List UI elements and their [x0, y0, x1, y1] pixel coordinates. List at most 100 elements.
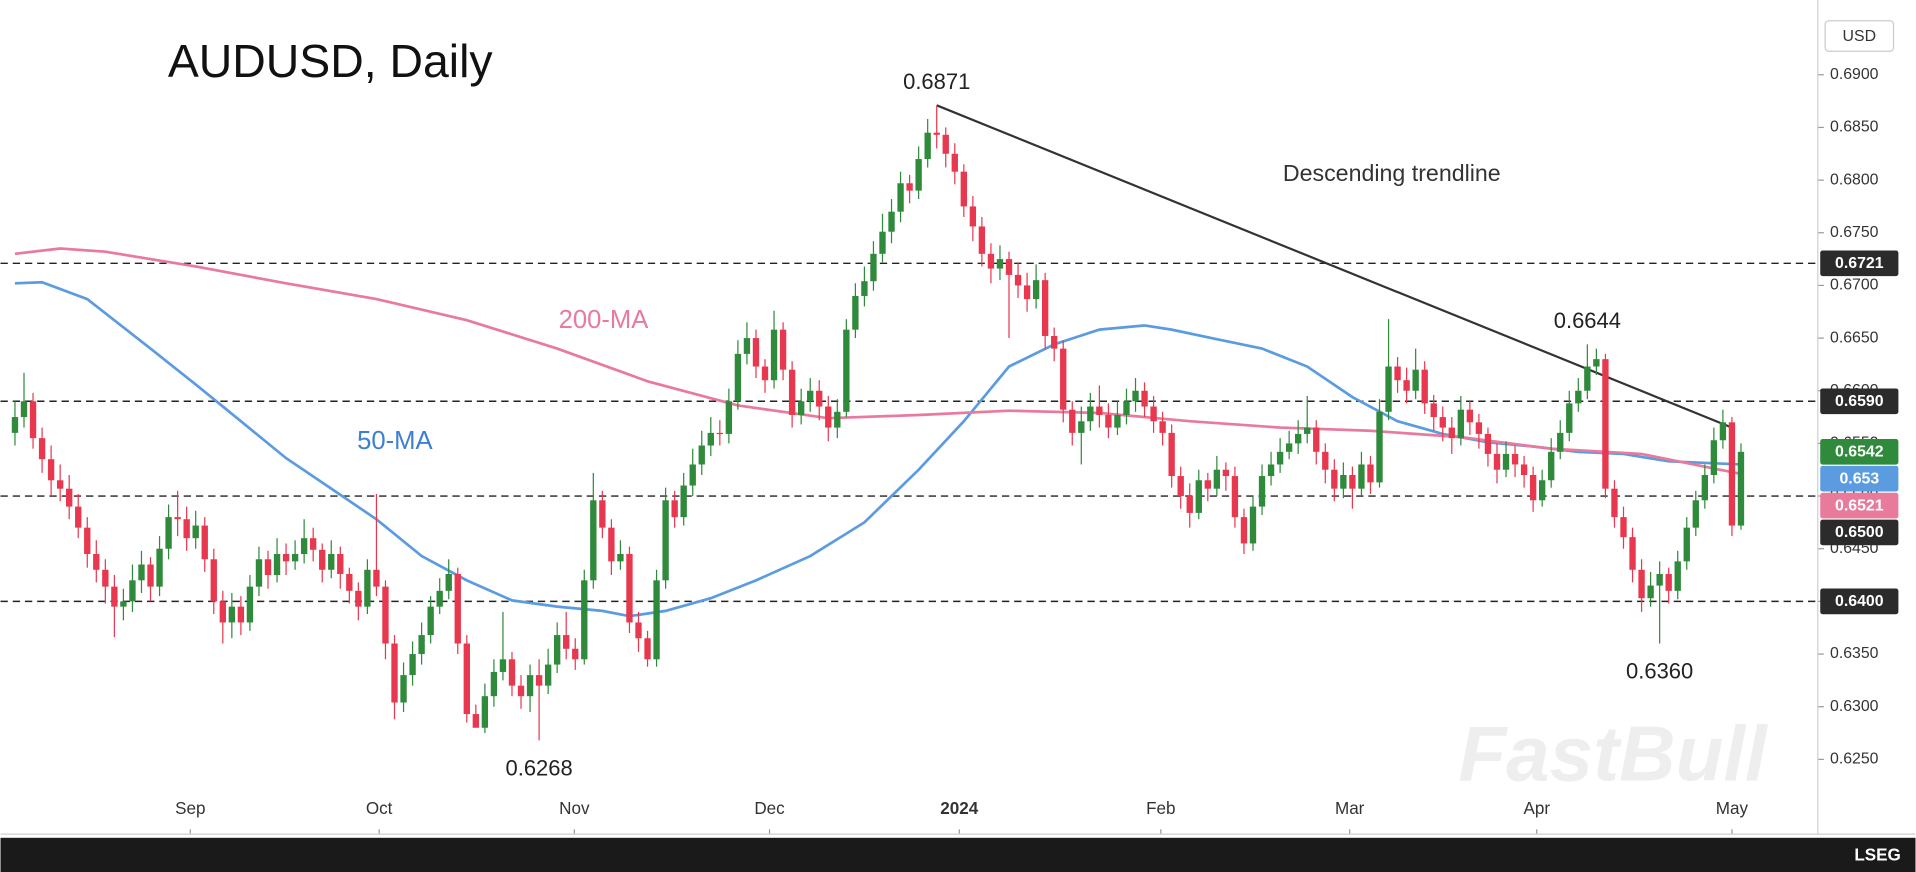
candle-body — [761, 366, 769, 381]
candle-body — [1575, 390, 1582, 404]
candle-body — [1231, 476, 1239, 518]
candle-body — [1123, 401, 1130, 415]
price-tag-label: 0.6590 — [1835, 393, 1884, 410]
x-tick-label: Sep — [175, 799, 205, 818]
trendline-label: Descending trendline — [1283, 160, 1501, 186]
candle-body — [111, 586, 118, 607]
y-tick-label: 0.6650 — [1830, 329, 1879, 346]
candle-body — [572, 648, 579, 660]
currency-box[interactable] — [1824, 20, 1895, 52]
candle-body — [1032, 280, 1040, 300]
candle-body — [138, 564, 145, 581]
candle-body — [581, 580, 588, 660]
candle-body — [1548, 451, 1555, 481]
candle-body — [56, 480, 64, 489]
candle-body — [47, 459, 55, 481]
candle-body — [1656, 573, 1663, 586]
footer-bar — [0, 837, 1916, 872]
candle-body — [156, 548, 163, 587]
candle-body — [1304, 427, 1311, 434]
y-tick-label: 0.6300 — [1830, 698, 1879, 715]
candle-body — [725, 401, 733, 434]
candle-body — [816, 390, 823, 407]
candle-body — [1484, 433, 1492, 454]
candle-body — [310, 538, 317, 550]
candle-body — [1096, 406, 1103, 415]
candle-body — [1258, 476, 1266, 507]
candle-body — [165, 517, 172, 549]
candle-body — [897, 183, 904, 212]
candle-body — [237, 606, 245, 623]
x-tick-label: Mar — [1335, 799, 1365, 818]
candle-body — [1249, 506, 1257, 544]
candle-body — [328, 553, 335, 570]
candle-body — [1168, 432, 1175, 477]
x-tick-label: Nov — [559, 799, 590, 818]
candle-body — [544, 664, 552, 686]
y-tick-label: 0.6800 — [1830, 171, 1879, 188]
candle-body — [906, 183, 913, 191]
candle-body — [861, 281, 868, 296]
candle-body — [1376, 411, 1383, 483]
candle-body — [1511, 453, 1519, 465]
candle-body — [617, 553, 624, 562]
candle-body — [409, 654, 416, 676]
candle-body — [1557, 432, 1564, 452]
candle-body — [1394, 366, 1401, 381]
candle-body — [1584, 366, 1591, 391]
candle-body — [1141, 390, 1148, 407]
x-tick-label: May — [1716, 799, 1749, 818]
currency[interactable]: USD — [1843, 28, 1876, 45]
candle-body — [66, 488, 73, 507]
candle-body — [734, 353, 742, 402]
candle-body — [698, 445, 705, 465]
candle-body — [924, 132, 931, 160]
candle-body — [1728, 422, 1736, 526]
candle-body — [427, 606, 434, 636]
candle-body — [716, 432, 724, 435]
candle-body — [300, 538, 308, 554]
candle-body — [743, 338, 751, 354]
candle-body — [1448, 427, 1455, 439]
candle-body — [1629, 537, 1636, 570]
candle-body — [373, 569, 380, 587]
candle-body — [490, 671, 498, 697]
candle-body — [120, 601, 127, 607]
candle-body — [1502, 453, 1510, 470]
candle-body — [1520, 464, 1528, 475]
candle-body — [1421, 369, 1428, 404]
candle-body — [1683, 527, 1690, 562]
candle-body — [1358, 464, 1365, 489]
candle-body — [671, 500, 678, 518]
candle-body — [662, 500, 669, 581]
candle-body — [1566, 403, 1573, 433]
candle-body — [346, 573, 353, 591]
candle-body — [707, 432, 714, 446]
candle-body — [1638, 569, 1645, 599]
candle-body — [535, 675, 543, 686]
price-tag-label: 0.6542 — [1835, 444, 1884, 461]
candle-body — [1078, 421, 1085, 433]
price-tag-label: 0.653 — [1839, 470, 1879, 487]
candle-body — [319, 549, 326, 570]
candle-body — [210, 559, 217, 602]
candle-body — [499, 659, 507, 672]
candle-body — [1403, 380, 1410, 391]
candle-body — [1186, 496, 1193, 513]
candle-body — [1204, 480, 1211, 489]
candle-body — [147, 564, 154, 587]
candle-body — [879, 231, 886, 254]
price-tag — [1820, 492, 1899, 519]
candle-body — [680, 485, 687, 518]
candle-body — [987, 253, 995, 269]
ma-label: 200-MA — [559, 306, 650, 334]
candle-body — [1331, 469, 1338, 489]
x-tick-label: Apr — [1523, 799, 1550, 818]
candle-body — [454, 573, 461, 644]
price-tag — [1820, 439, 1899, 465]
candle-body — [1349, 474, 1356, 489]
candle-body — [355, 590, 362, 607]
price-tag — [1820, 588, 1899, 615]
